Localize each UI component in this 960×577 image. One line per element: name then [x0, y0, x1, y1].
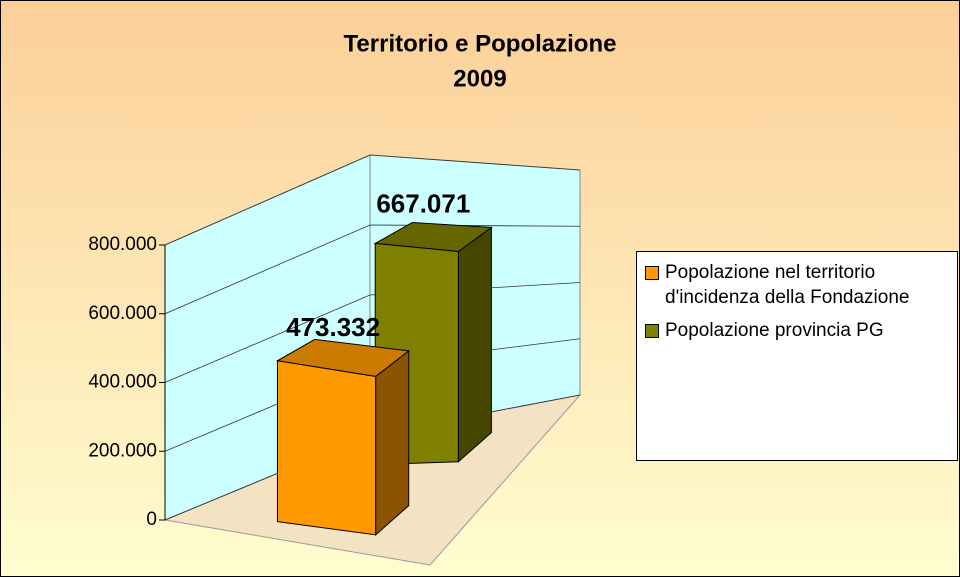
- legend-label: Popolazione provincia PG: [665, 320, 884, 341]
- legend-swatch: [645, 266, 659, 280]
- data-label: 667.071: [376, 188, 470, 218]
- bar: [275, 338, 410, 536]
- legend: Popolazione nel territorio d'incidenza d…: [636, 251, 958, 461]
- y-tick-label: 600.000: [88, 303, 157, 324]
- legend-label: Popolazione nel territorio d'incidenza d…: [665, 262, 910, 308]
- legend-swatch: [645, 324, 659, 338]
- chart-title: Territorio e Popolazione: [344, 30, 617, 57]
- y-tick-label: 200.000: [88, 440, 157, 461]
- bar-side: [375, 349, 410, 536]
- grid-line: [164, 154, 581, 246]
- legend-entry: Popolazione provincia PG: [637, 310, 957, 343]
- chart-subtitle: 2009: [453, 65, 506, 92]
- y-tick-label: 800.000: [88, 234, 157, 255]
- grid-line: [164, 282, 581, 383]
- bar-side: [457, 226, 492, 463]
- bar-front: [276, 360, 377, 536]
- y-tick-label: 0: [146, 509, 157, 530]
- grid-line: [164, 224, 581, 315]
- legend-entry: Popolazione nel territorio d'incidenza d…: [637, 252, 957, 310]
- data-label: 473.332: [286, 312, 380, 342]
- y-tick-label: 400.000: [88, 372, 157, 393]
